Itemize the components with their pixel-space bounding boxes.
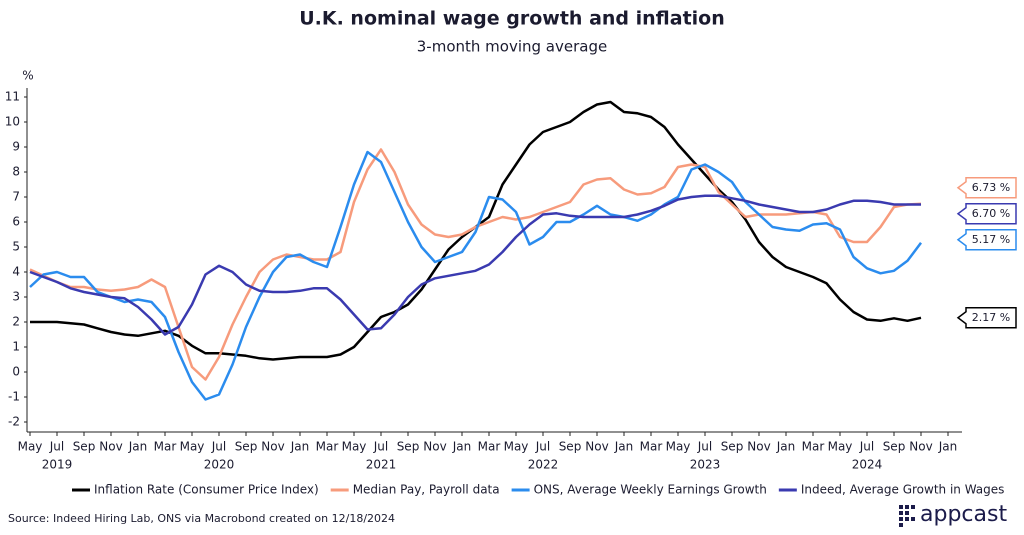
x-tick-label: Mar <box>478 440 501 454</box>
year-label: 2024 <box>852 458 883 472</box>
y-axis-label: % <box>22 69 33 83</box>
series-line <box>29 194 921 336</box>
y-tick-label: 9 <box>12 140 20 154</box>
end-label: 6.73 % <box>972 181 1010 194</box>
x-tick-label: Nov <box>261 440 284 454</box>
x-tick-label: May <box>342 440 367 454</box>
x-tick-label: Sep <box>235 440 258 454</box>
y-tick-label: 8 <box>12 165 20 179</box>
x-tick-label: Nov <box>99 440 122 454</box>
y-tick-label: 5 <box>12 240 20 254</box>
y-tick-label: 6 <box>12 215 20 229</box>
year-label: 2020 <box>204 458 235 472</box>
x-tick-label: Sep <box>883 440 906 454</box>
x-tick-label: Jul <box>211 440 226 454</box>
x-tick-label: Nov <box>747 440 770 454</box>
x-tick-label: May <box>666 440 691 454</box>
x-tick-label: Jan <box>776 440 796 454</box>
year-label: 2019 <box>42 458 73 472</box>
end-label: 2.17 % <box>972 311 1010 324</box>
chart-title: U.K. nominal wage growth and inflation <box>299 8 725 30</box>
x-tick-label: Jul <box>373 440 388 454</box>
x-tick-label: Jul <box>49 440 64 454</box>
x-tick-label: Mar <box>802 440 825 454</box>
x-tick-label: Sep <box>559 440 582 454</box>
x-tick-label: Sep <box>397 440 420 454</box>
end-label-box <box>956 307 1017 329</box>
end-label: 6.70 % <box>972 207 1010 220</box>
y-tick-label: 1 <box>12 340 20 354</box>
end-label-box <box>956 177 1017 199</box>
series-line <box>29 150 922 401</box>
y-tick-label: 2 <box>12 315 20 329</box>
legend-label: Inflation Rate (Consumer Price Index) <box>94 483 319 497</box>
legend-label: ONS, Average Weekly Earnings Growth <box>534 483 767 497</box>
x-tick-label: Mar <box>154 440 177 454</box>
x-tick-label: May <box>828 440 853 454</box>
y-tick-label: 4 <box>12 265 20 279</box>
x-tick-label: Jan <box>290 440 310 454</box>
x-tick-label: May <box>18 440 43 454</box>
y-tick-label: 10 <box>5 115 20 129</box>
chart-subtitle: 3-month moving average <box>417 38 607 56</box>
x-tick-label: May <box>180 440 205 454</box>
x-tick-label: Jul <box>697 440 712 454</box>
year-label: 2023 <box>690 458 721 472</box>
y-tick-label: 3 <box>12 290 20 304</box>
x-tick-label: Mar <box>640 440 663 454</box>
x-tick-label: Jan <box>938 440 958 454</box>
year-label: 2021 <box>366 458 397 472</box>
y-tick-label: 7 <box>12 190 20 204</box>
x-tick-label: Mar <box>316 440 339 454</box>
x-tick-label: Jan <box>452 440 472 454</box>
x-tick-label: Nov <box>909 440 932 454</box>
end-label-box <box>956 203 1017 225</box>
end-label-box <box>956 229 1017 251</box>
x-tick-label: Sep <box>721 440 744 454</box>
x-tick-label: Nov <box>423 440 446 454</box>
end-label: 5.17 % <box>972 233 1010 246</box>
x-tick-label: Jan <box>128 440 148 454</box>
legend-label: Median Pay, Payroll data <box>353 483 500 497</box>
x-tick-label: Jul <box>859 440 874 454</box>
x-tick-label: Sep <box>73 440 96 454</box>
y-tick-label: -2 <box>8 415 20 429</box>
x-tick-label: May <box>504 440 529 454</box>
brand-logo <box>899 505 915 527</box>
year-label: 2022 <box>528 458 559 472</box>
y-tick-label: -1 <box>8 390 20 404</box>
legend-label: Indeed, Average Growth in Wages <box>801 483 1005 497</box>
source-note: Source: Indeed Hiring Lab, ONS via Macro… <box>8 512 395 525</box>
x-tick-label: Jan <box>614 440 634 454</box>
series-line <box>29 148 922 381</box>
x-tick-label: Jul <box>535 440 550 454</box>
y-tick-label: 0 <box>12 365 20 379</box>
brand-name: appcast <box>920 502 1007 527</box>
y-tick-label: 11 <box>5 90 20 104</box>
x-tick-label: Nov <box>585 440 608 454</box>
